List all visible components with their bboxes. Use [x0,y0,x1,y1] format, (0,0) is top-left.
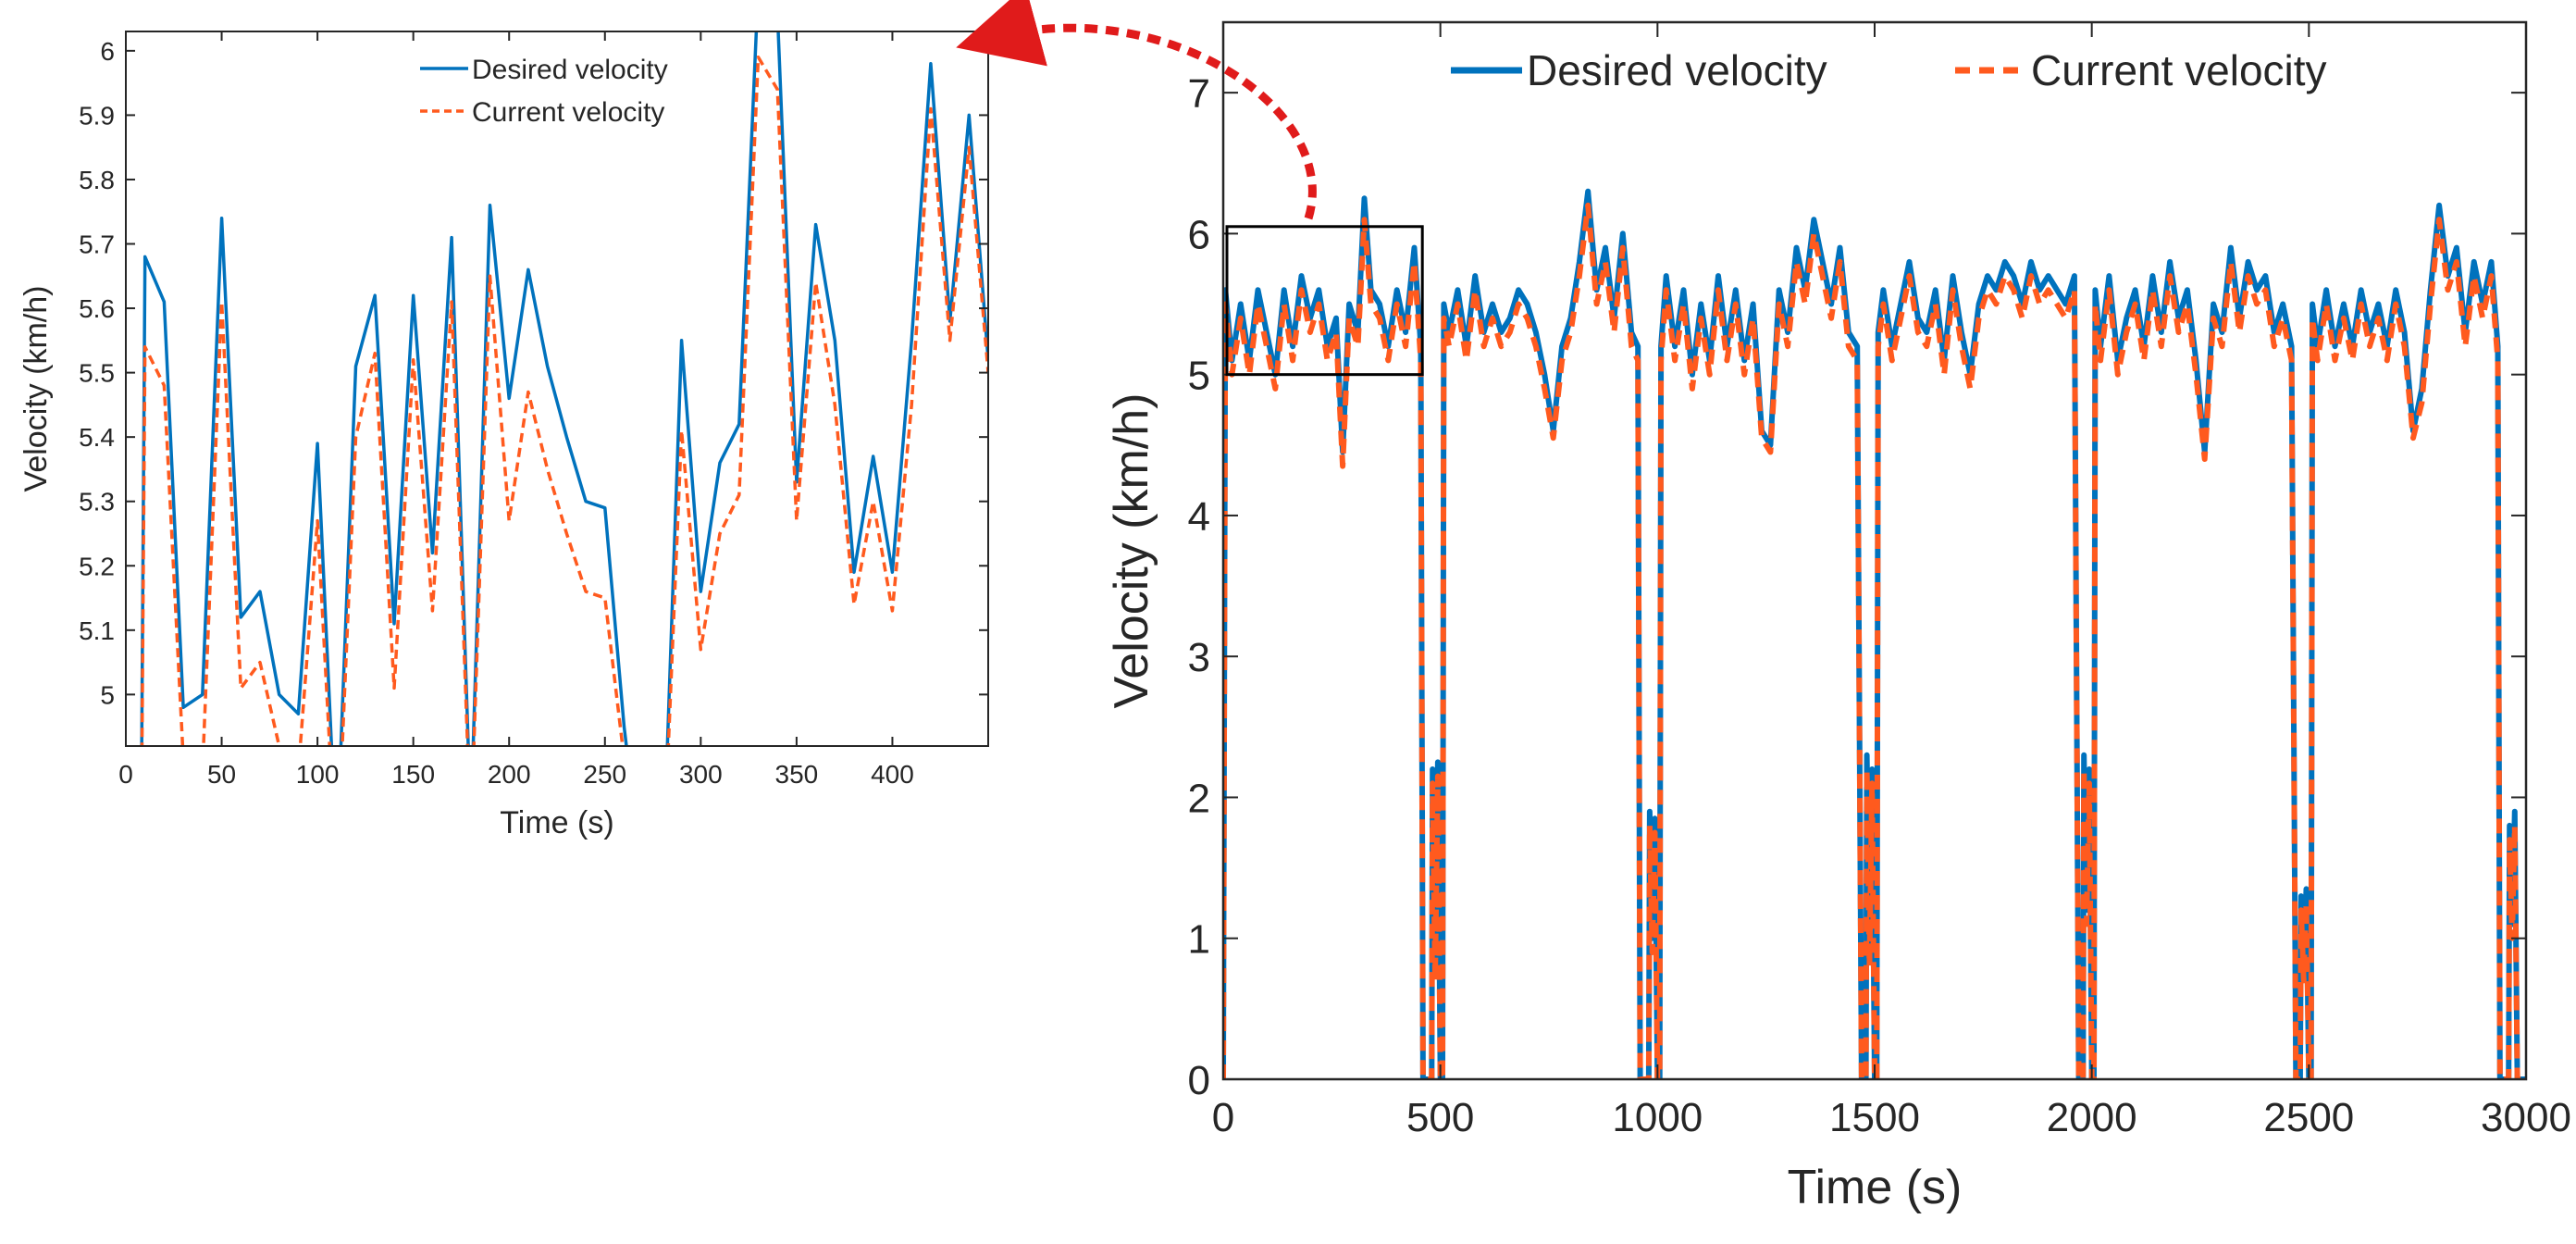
zoom-y-axis-label: Velocity (km/h) [19,286,54,492]
zoom-x-tick-label: 200 [488,760,531,789]
zoom-x-tick-label: 350 [775,760,819,789]
zoom-x-tick-label: 300 [679,760,723,789]
zoom-legend-label-desired: Desired velocity [472,55,668,85]
main-legend-label-current: Current velocity [2031,46,2327,94]
zoom-x-axis-label: Time (s) [500,805,613,840]
zoom-y-tick-label: 5.5 [79,359,115,388]
main-series-layer [1223,188,2526,1079]
zoom-series-desired-velocity [140,31,988,746]
zoom-x-tick-label: 100 [296,760,340,789]
main-y-tick-label: 1 [1188,917,1210,963]
main-y-axis-label: Velocity (km/h) [1105,393,1158,709]
main-y-tick-label: 0 [1188,1058,1210,1103]
zoom-connector-arrow [956,0,1317,220]
main-x-axis-label: Time (s) [1788,1161,1963,1214]
zoom-y-tick-label: 5.7 [79,230,115,259]
zoom-y-tick-label: 5.6 [79,294,115,323]
zoom-y-tick-label: 5.1 [79,616,115,645]
zoom-y-tick-label: 5.8 [79,166,115,194]
main-x-tick-label: 0 [1212,1095,1234,1140]
zoom-x-tick-label: 150 [391,760,435,789]
main-x-tick-label: 500 [1406,1095,1474,1140]
main-x-tick-label: 2500 [2263,1095,2354,1140]
zoom-y-tick-label: 5.9 [79,101,115,130]
zoom-legend: Desired velocity Current velocity [420,55,668,128]
zoom-chart: 0 50 100 150 200 250 300 350 400 5 5.1 5.2 5.3 5.4 5.… [19,31,989,840]
main-y-tick-label: 5 [1188,354,1210,399]
zoom-series-current-velocity [140,56,988,746]
main-x-tick-label: 2000 [2047,1095,2137,1140]
main-legend: Desired velocity Current velocity [1451,46,2327,94]
zoom-y-tick-label: 5.4 [79,423,115,452]
zoom-y-tick-label: 5.2 [79,552,115,580]
main-y-tick-label: 6 [1188,212,1210,257]
main-y-tick-label: 7 [1188,71,1210,117]
zoom-y-tick-label: 6 [100,37,115,66]
main-x-tick-label: 1000 [1612,1095,1703,1140]
zoom-x-tick-label: 250 [583,760,626,789]
main-x-tick-label: 3000 [2481,1095,2571,1140]
zoom-plot-frame [125,31,989,747]
zoom-x-tick-label: 400 [871,760,914,789]
zoom-y-axis: 5 5.1 5.2 5.3 5.4 5.5 5.6 5.7 5.8 5.9 6 [79,37,988,709]
main-x-axis: 0 500 1000 1500 2000 2500 3000 [1212,22,2571,1140]
zoom-y-tick-label: 5.3 [79,488,115,516]
zoom-legend-label-current: Current velocity [472,97,664,128]
zoom-region-box [1225,225,1424,377]
zoom-x-axis: 0 50 100 150 200 250 300 350 400 [118,31,914,789]
main-y-tick-label: 3 [1188,635,1210,680]
zoom-x-tick-label: 50 [207,760,236,789]
zoom-series-layer [140,31,988,746]
zoom-x-tick-label: 0 [118,760,133,789]
main-chart: 0 500 1000 1500 2000 2500 3000 0 1 2 3 4 5 6 7 Time (… [1105,20,2571,1214]
main-legend-label-desired: Desired velocity [1527,46,1827,94]
main-y-tick-label: 2 [1188,776,1210,821]
main-y-tick-label: 4 [1188,494,1210,540]
main-y-axis: 0 1 2 3 4 5 6 7 [1188,71,2526,1103]
zoom-y-tick-label: 5 [100,680,115,709]
main-x-tick-label: 1500 [1829,1095,1920,1140]
